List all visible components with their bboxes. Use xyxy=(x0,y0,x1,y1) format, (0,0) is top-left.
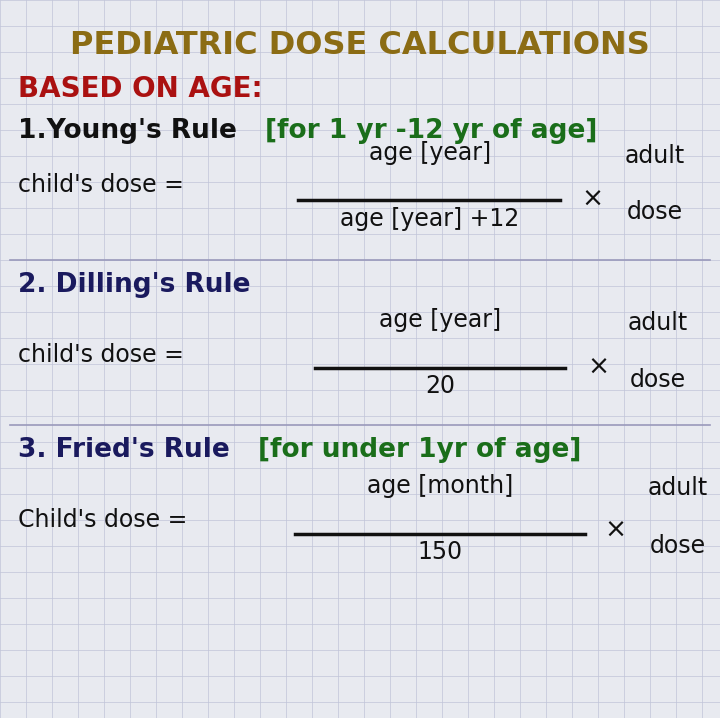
Text: adult: adult xyxy=(625,144,685,168)
Text: age [month]: age [month] xyxy=(367,474,513,498)
Text: 1.Young's Rule: 1.Young's Rule xyxy=(18,118,237,144)
Text: 20: 20 xyxy=(425,374,455,398)
Text: dose: dose xyxy=(650,534,706,558)
Text: [for under 1yr of age]: [for under 1yr of age] xyxy=(258,437,581,463)
Text: 150: 150 xyxy=(418,540,462,564)
Text: 2. Dilling's Rule: 2. Dilling's Rule xyxy=(18,272,251,298)
Text: ×: × xyxy=(587,355,609,381)
Text: Child's dose =: Child's dose = xyxy=(18,508,187,532)
Text: age [year]: age [year] xyxy=(379,308,501,332)
Text: ×: × xyxy=(581,187,603,213)
Text: dose: dose xyxy=(630,368,686,392)
Text: adult: adult xyxy=(628,311,688,335)
Text: age [year]: age [year] xyxy=(369,141,491,165)
Text: adult: adult xyxy=(648,476,708,500)
Text: [for 1 yr -12 yr of age]: [for 1 yr -12 yr of age] xyxy=(265,118,598,144)
Text: 3. Fried's Rule: 3. Fried's Rule xyxy=(18,437,230,463)
Text: age [year] +12: age [year] +12 xyxy=(341,207,520,231)
Text: child's dose =: child's dose = xyxy=(18,343,184,367)
Text: BASED ON AGE:: BASED ON AGE: xyxy=(18,75,263,103)
Text: PEDIATRIC DOSE CALCULATIONS: PEDIATRIC DOSE CALCULATIONS xyxy=(70,30,650,61)
Text: dose: dose xyxy=(627,200,683,224)
Text: ×: × xyxy=(604,518,626,544)
Text: child's dose =: child's dose = xyxy=(18,173,184,197)
